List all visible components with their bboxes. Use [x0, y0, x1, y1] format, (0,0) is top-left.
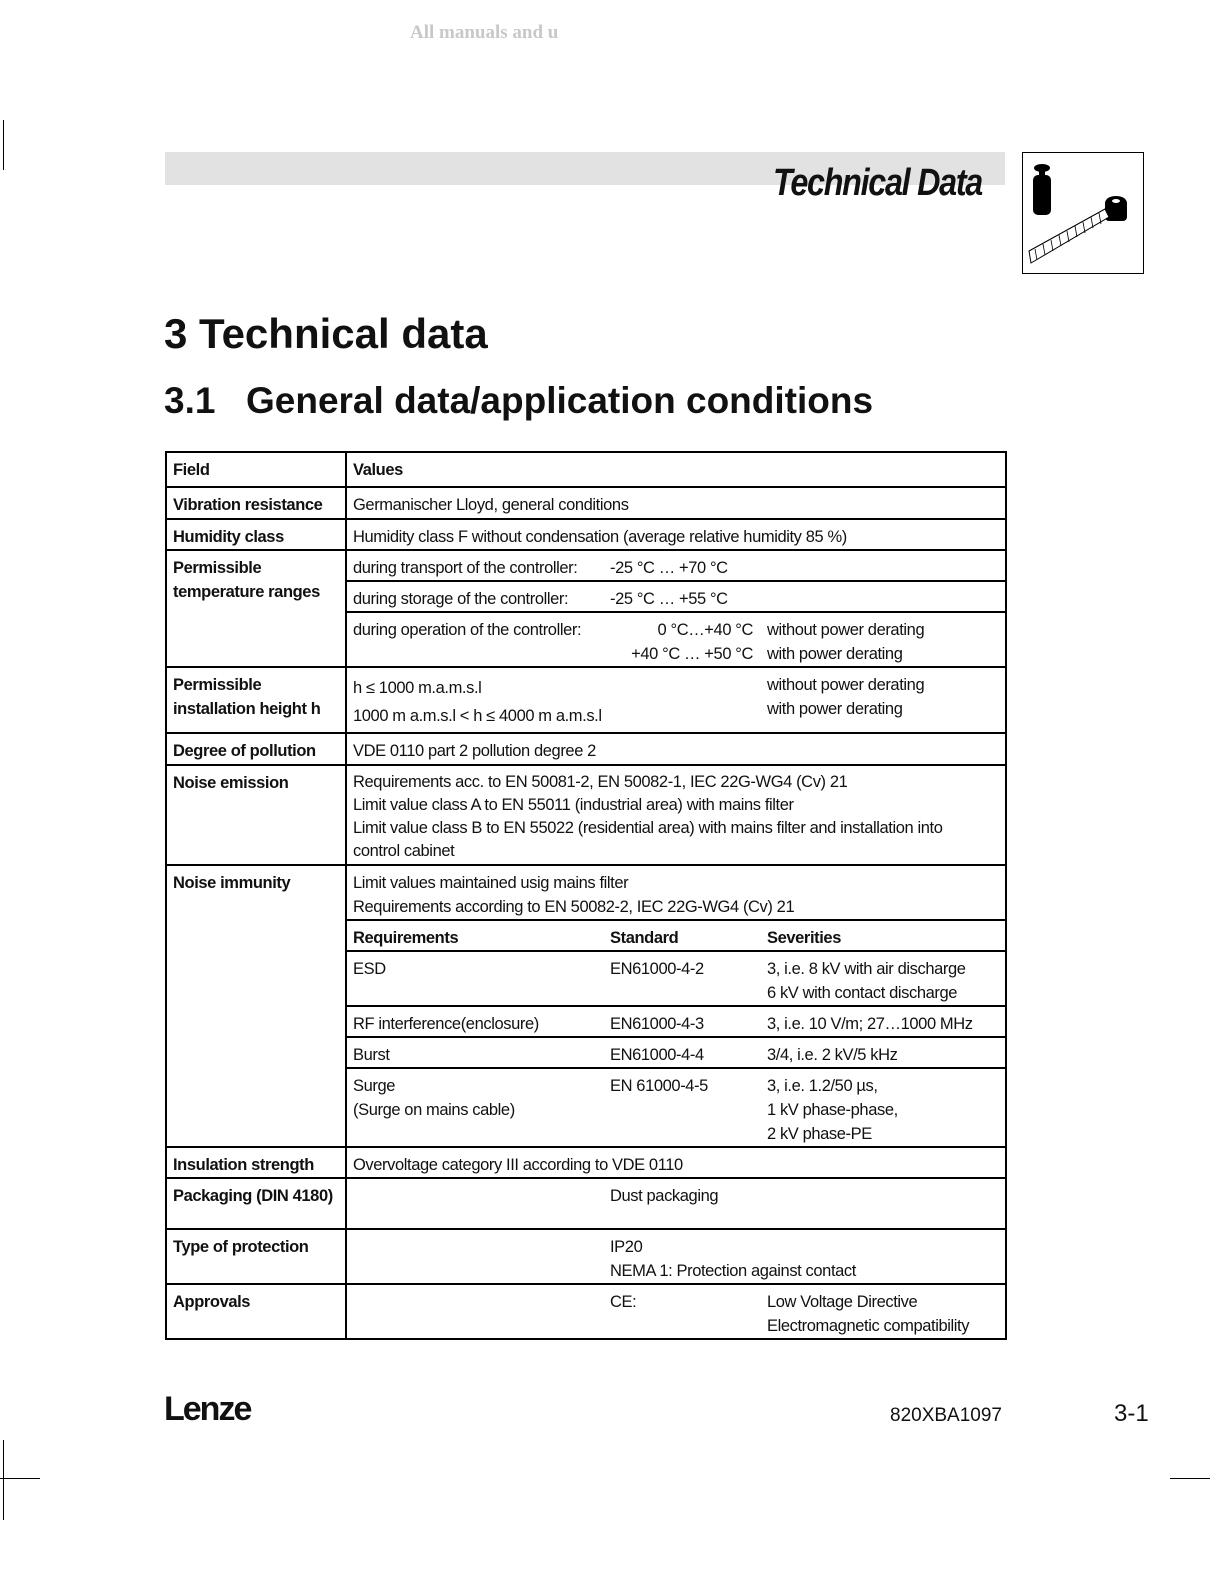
document-code: 820XBA1097 [890, 1405, 1002, 1426]
immunity-header-row: Requirements Standard Severities [166, 919, 1007, 952]
table-header-row: Field Values [165, 451, 1007, 488]
crop-mark [0, 1478, 40, 1479]
table-row: Noise immunity Limit values maintained u… [165, 864, 1007, 1148]
immunity-row: Burst EN61000-4-4 3/4, i.e. 2 kV/5 kHz [166, 1036, 1007, 1069]
table-row: Type of protection IP20 NEMA 1: Protection… [165, 1228, 1007, 1285]
lenze-logo: Lenze [164, 1390, 252, 1428]
table-row: Insulation strength Overvoltage category … [165, 1146, 1007, 1179]
chapter-heading: 3 Technical data [164, 310, 488, 357]
table-row: Approvals CE: Low Voltage Directive Electro… [165, 1283, 1007, 1340]
page-number: 3-1 [1114, 1400, 1149, 1427]
table-row: during operation of the controller: 0 °C… [166, 611, 1007, 668]
running-header-title: Technical Data [773, 162, 983, 204]
watermark: All manuals and u [410, 22, 559, 43]
immunity-row: RF interference(enclosure) EN61000-4-3 3, … [166, 1005, 1007, 1038]
weight-and-tape-measure-icon [1022, 152, 1144, 274]
crop-mark [3, 120, 4, 170]
header-band [165, 152, 1005, 185]
table-row: Permissible installation height h h ≤ 10… [165, 666, 1007, 734]
table-row: Packaging (DIN 4180) Dust packaging [165, 1177, 1007, 1230]
section-heading: 3.1 General data/application conditions [164, 380, 874, 421]
table-row: Noise emission Requirements acc. to EN 5… [165, 764, 1007, 866]
table-row: Degree of pollution VDE 0110 part 2 pollu… [165, 732, 1007, 766]
table-row: Humidity class Humidity class F without c… [165, 518, 1007, 551]
crop-mark [3, 1440, 4, 1520]
immunity-row: Surge (Surge on mains cable) EN 61000-4-5 3… [166, 1067, 1007, 1148]
table-row: Permissible temperature ranges during tr… [165, 549, 1007, 668]
immunity-row: ESD EN61000-4-2 3, i.e. 8 kV with air disc… [166, 950, 1007, 1007]
table-row: Vibration resistance Germanischer Lloyd, … [165, 486, 1007, 520]
general-data-table: Field Values Vibration resistance Germanis… [165, 451, 1007, 1340]
table-row: during storage of the controller: -25 °C … [166, 580, 1007, 613]
crop-mark [1170, 1478, 1210, 1479]
